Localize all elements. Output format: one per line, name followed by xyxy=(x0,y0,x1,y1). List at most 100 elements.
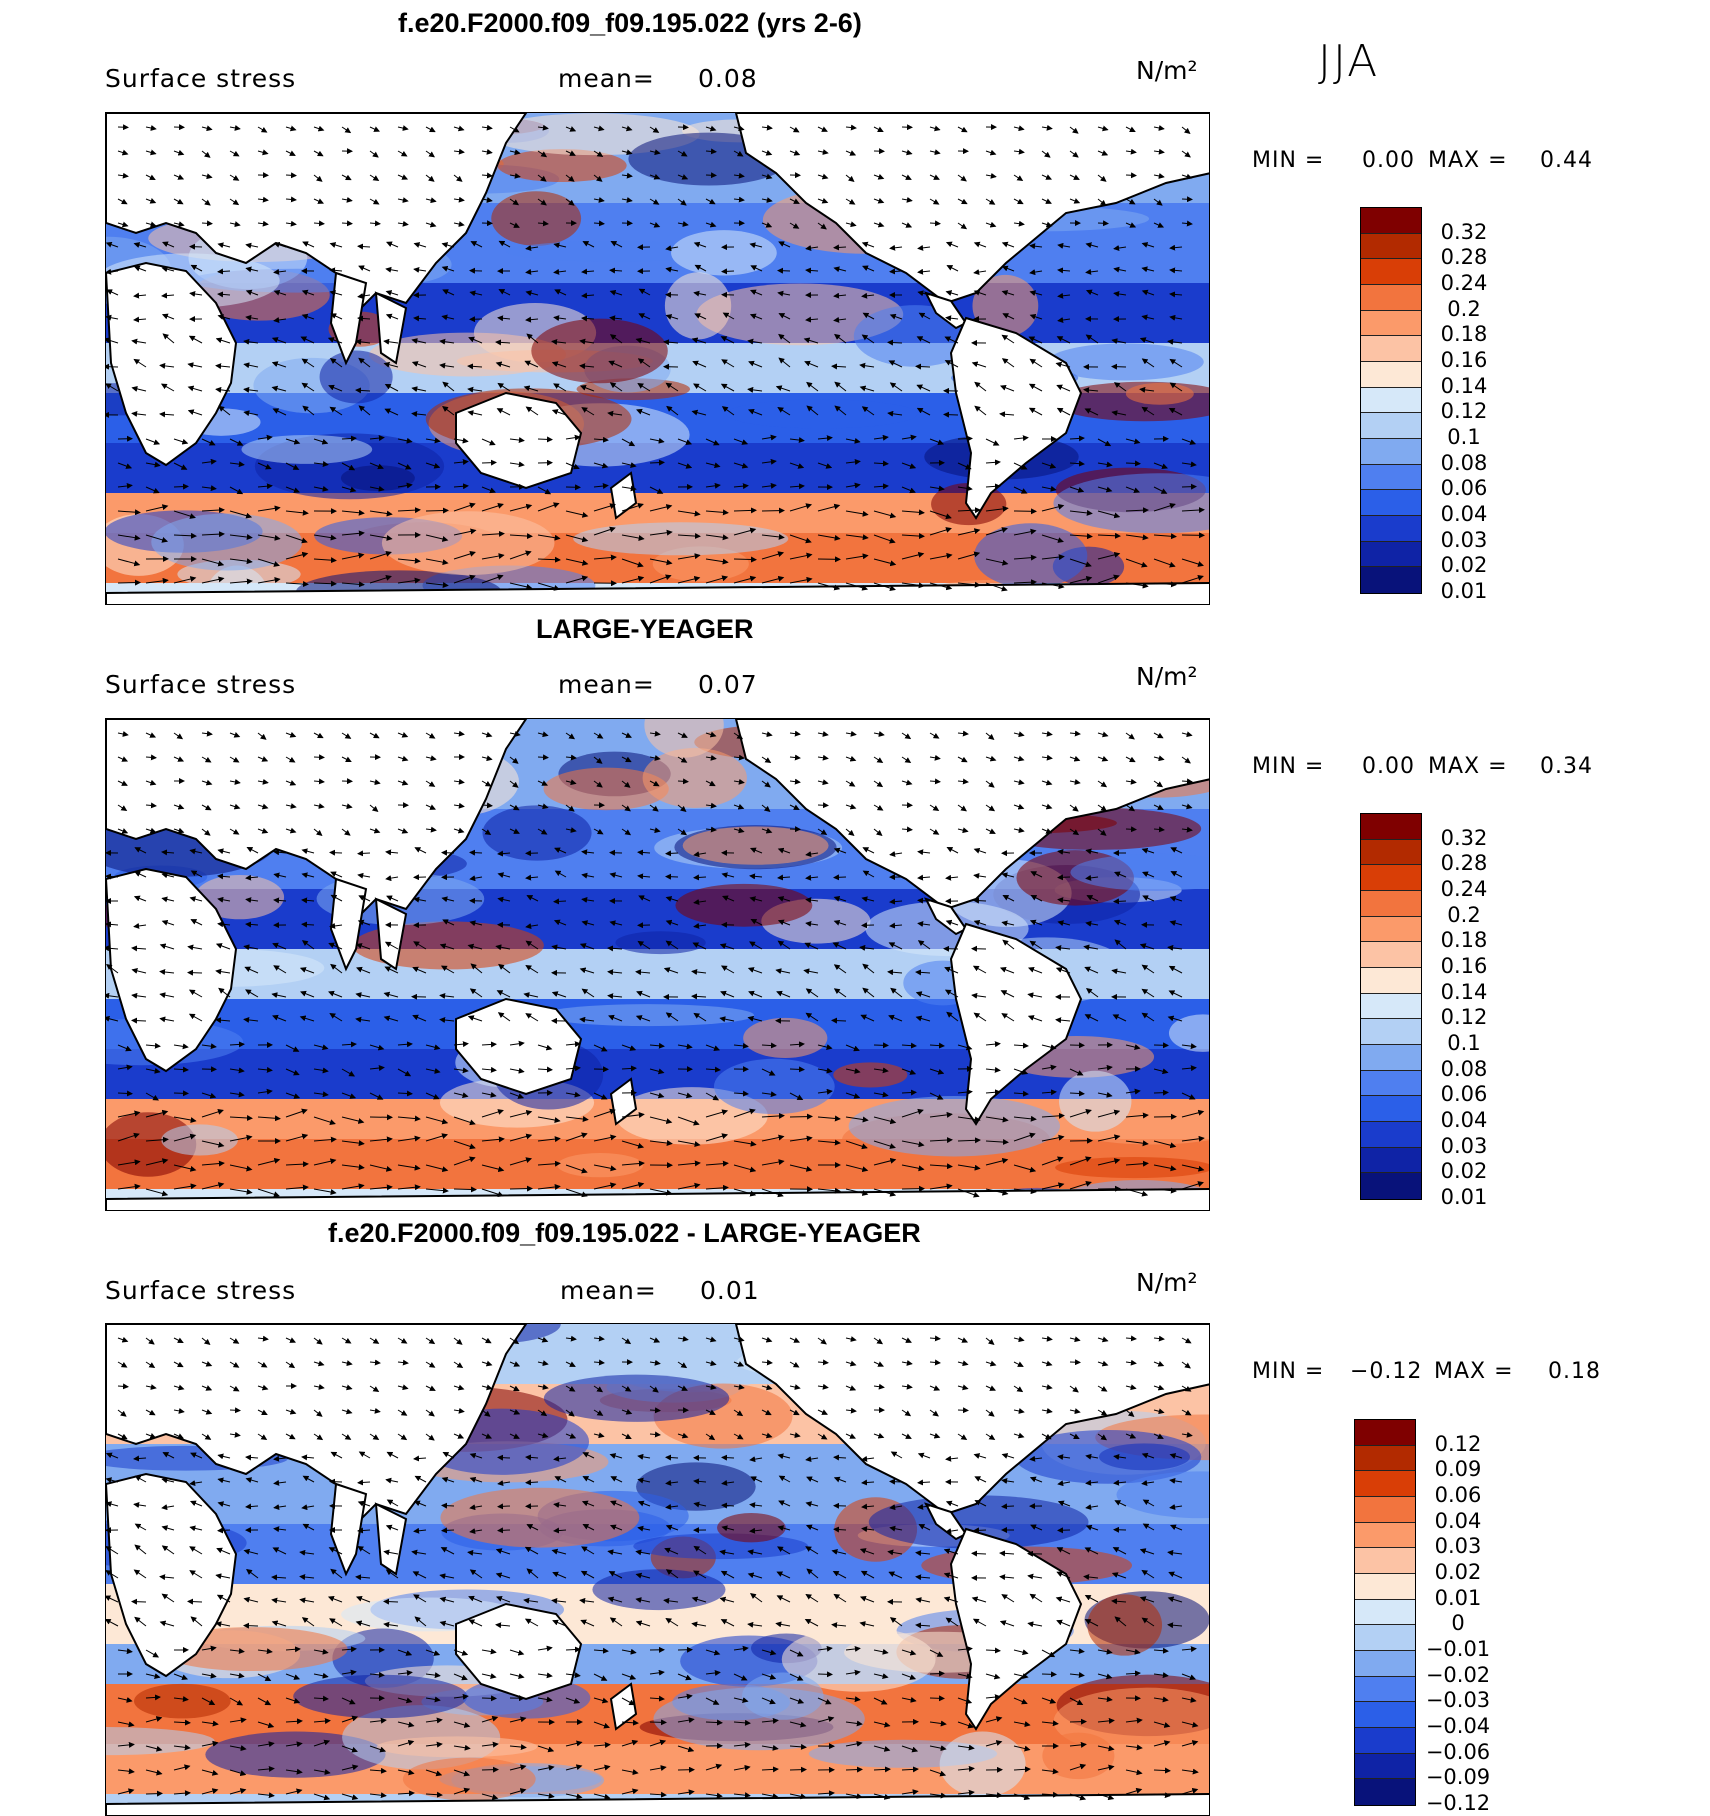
colorbar-swatch xyxy=(1361,311,1421,337)
wind-arrow xyxy=(916,366,930,367)
wind-arrow xyxy=(1042,1674,1056,1675)
wind-arrow xyxy=(1114,901,1126,902)
wind-arrow xyxy=(1002,1506,1014,1507)
colorbar xyxy=(1354,1419,1416,1806)
variable-label: Surface stress xyxy=(105,64,296,93)
colorbar xyxy=(1360,813,1422,1200)
wind-arrow xyxy=(174,486,188,487)
colorbar-tick-label: 0.01 xyxy=(1418,1586,1498,1610)
wind-arrow xyxy=(358,853,370,854)
wind-arrow xyxy=(930,1673,944,1674)
colorbar-tick-label: 0.16 xyxy=(1424,954,1504,978)
colorbar-swatch xyxy=(1355,1677,1415,1703)
colorbar-tick-label: 0.06 xyxy=(1418,1483,1498,1507)
season-label: JJA xyxy=(1318,36,1379,87)
wind-arrow xyxy=(974,1530,986,1531)
wind-arrow xyxy=(442,1505,454,1506)
wind-arrow xyxy=(1126,829,1136,830)
colorbar-tick-label: 0.2 xyxy=(1424,297,1504,321)
colorbar-swatch xyxy=(1355,1600,1415,1626)
colorbar-swatch xyxy=(1361,336,1421,362)
colorbar-tick-label: 0.32 xyxy=(1424,220,1504,244)
units-label: N/m² xyxy=(1136,1268,1198,1297)
colorbar-swatch xyxy=(1355,1471,1415,1497)
colorbar-tick-label: 0.08 xyxy=(1424,451,1504,475)
colorbar-swatch xyxy=(1361,1071,1421,1097)
colorbar-swatch xyxy=(1355,1625,1415,1651)
colorbar-tick-label: −0.03 xyxy=(1418,1688,1498,1712)
colorbar-tick-label: 0.12 xyxy=(1424,1005,1504,1029)
colorbar-swatch xyxy=(1361,285,1421,311)
colorbar-tick-label: 0.28 xyxy=(1424,851,1504,875)
colorbar-tick-label: 0.16 xyxy=(1424,348,1504,372)
colorbar-tick-label: −0.01 xyxy=(1418,1637,1498,1661)
panel-title: f.e20.F2000.f09_f09.195.022 (yrs 2-6) xyxy=(398,8,862,39)
units-label: N/m² xyxy=(1136,662,1198,691)
mean-value: 0.08 xyxy=(698,64,758,93)
colorbar-tick-label: −0.12 xyxy=(1418,1791,1498,1815)
colorbar-tick-label: 0.2 xyxy=(1424,903,1504,927)
colorbar-tick-label: 0.32 xyxy=(1424,826,1504,850)
wind-arrow xyxy=(974,900,986,901)
wind-arrow xyxy=(188,1601,202,1602)
colorbar-tick-label: 0.03 xyxy=(1418,1534,1498,1558)
colorbar-swatch xyxy=(1361,814,1421,840)
wind-arrow xyxy=(330,852,342,853)
colorbar-tick-label: 0.1 xyxy=(1424,1031,1504,1055)
colorbar-tick-label: 0.06 xyxy=(1424,476,1504,500)
mean-value: 0.07 xyxy=(698,670,758,699)
colorbar xyxy=(1360,207,1422,594)
colorbar-swatch xyxy=(1361,891,1421,917)
wind-arrow xyxy=(902,1092,916,1093)
wind-arrow xyxy=(1098,223,1108,224)
wind-arrow xyxy=(106,366,118,367)
wind-arrow xyxy=(930,223,940,224)
wind-arrow xyxy=(650,1410,660,1411)
wind-arrow xyxy=(790,1116,812,1117)
colorbar-swatch xyxy=(1355,1754,1415,1780)
colorbar-tick-label: 0.03 xyxy=(1424,528,1504,552)
colorbar-swatch xyxy=(1361,994,1421,1020)
colorbar-tick-label: 0.04 xyxy=(1424,1108,1504,1132)
colorbar-swatch xyxy=(1355,1702,1415,1728)
wind-arrow xyxy=(834,877,846,878)
colorbar-tick-label: 0.18 xyxy=(1424,928,1504,952)
wind-arrow xyxy=(890,1481,902,1482)
colorbar-tick-label: 0.04 xyxy=(1418,1509,1498,1533)
wind-arrow xyxy=(482,462,496,463)
variable-label: Surface stress xyxy=(105,670,296,699)
max-value: 0.18 xyxy=(1548,1359,1601,1384)
wind-arrow xyxy=(958,438,972,439)
colorbar-swatch xyxy=(1361,542,1421,568)
wind-arrow xyxy=(832,1020,846,1021)
colorbar-tick-label: −0.04 xyxy=(1418,1714,1498,1738)
wind-arrow xyxy=(202,223,212,224)
colorbar-tick-label: −0.06 xyxy=(1418,1740,1498,1764)
wind-arrow xyxy=(790,1069,804,1070)
colorbar-swatch xyxy=(1361,1096,1421,1122)
wind-arrow xyxy=(972,1553,986,1554)
wind-arrow xyxy=(498,1457,510,1458)
colorbar-swatch xyxy=(1361,234,1421,260)
wind-arrow xyxy=(918,900,930,901)
colorbar-tick-label: 0.24 xyxy=(1424,271,1504,295)
colorbar-swatch xyxy=(1361,413,1421,439)
wind-arrow xyxy=(666,853,678,854)
wind-arrow xyxy=(230,1410,240,1411)
colorbar-swatch xyxy=(1361,1148,1421,1174)
min-value: −0.12 xyxy=(1350,1359,1422,1384)
wind-arrow xyxy=(426,510,448,511)
colorbar-swatch xyxy=(1361,1045,1421,1071)
wind-arrow xyxy=(722,1457,734,1458)
wind-arrow xyxy=(694,877,706,878)
colorbar-swatch xyxy=(1361,917,1421,943)
mean-value: 0.01 xyxy=(700,1276,760,1305)
wind-arrow xyxy=(470,852,482,853)
wind-arrow xyxy=(650,462,664,463)
colorbar-swatch xyxy=(1355,1728,1415,1754)
min-label: MIN = xyxy=(1252,1359,1324,1384)
colorbar-tick-label: 0.02 xyxy=(1424,553,1504,577)
min-value: 0.00 xyxy=(1362,754,1415,779)
wind-arrow xyxy=(498,1506,510,1507)
colorbar-tick-label: 0.03 xyxy=(1424,1134,1504,1158)
